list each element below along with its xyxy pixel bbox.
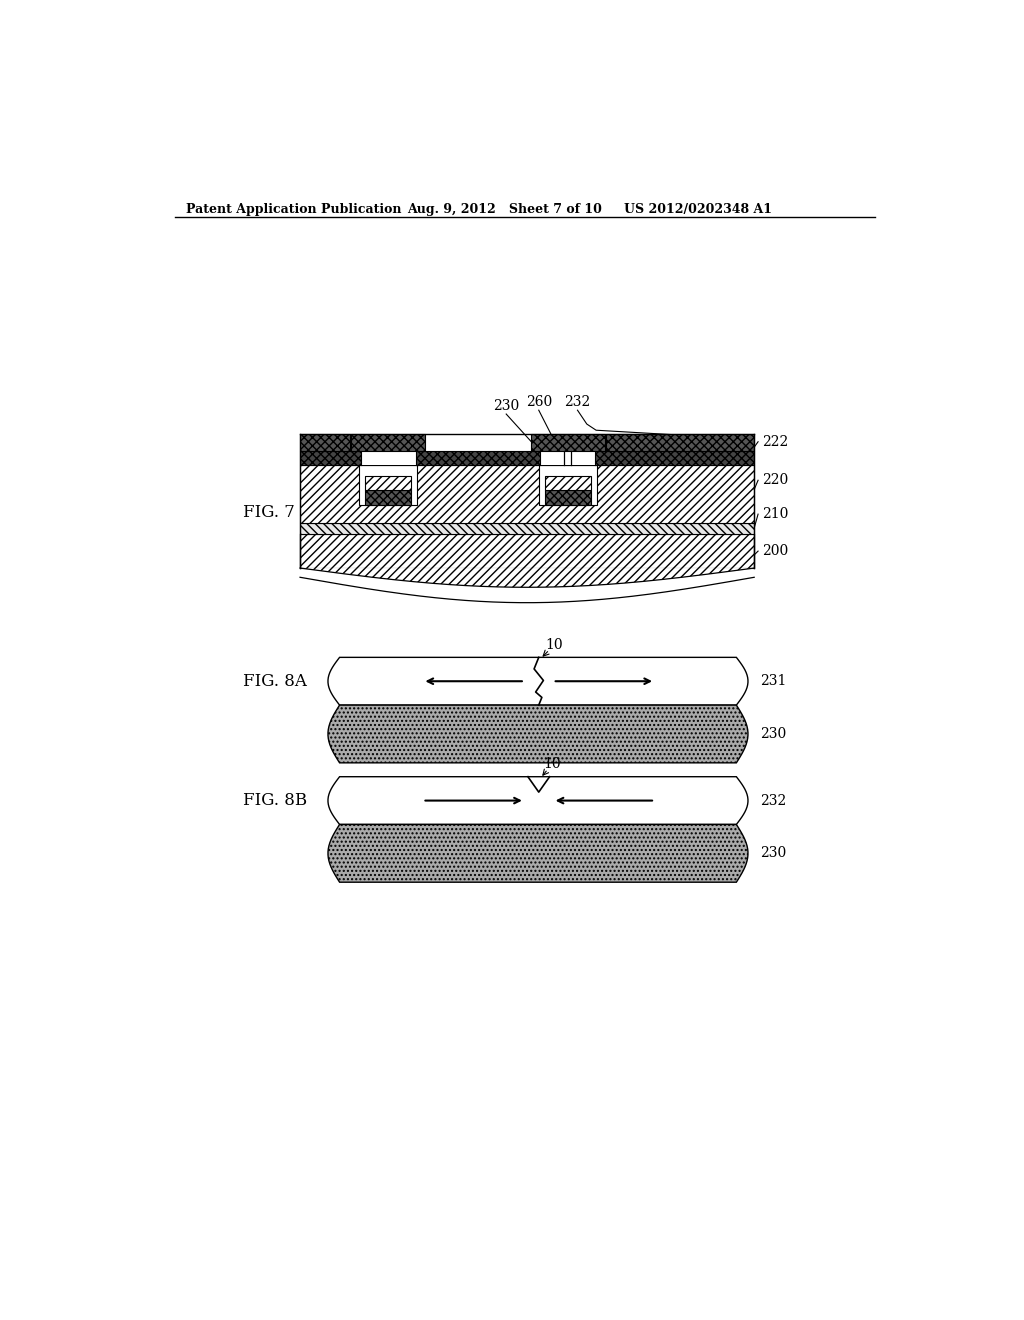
- Text: 232: 232: [564, 395, 591, 409]
- Bar: [531, 434, 604, 451]
- Polygon shape: [328, 705, 748, 763]
- Text: US 2012/0202348 A1: US 2012/0202348 A1: [624, 203, 772, 216]
- Bar: [541, 451, 595, 465]
- Bar: [359, 465, 417, 506]
- Polygon shape: [328, 776, 748, 825]
- Text: 200: 200: [762, 544, 788, 558]
- Polygon shape: [328, 825, 748, 882]
- Bar: [300, 465, 755, 524]
- Text: FIG. 8A: FIG. 8A: [243, 673, 306, 690]
- Bar: [366, 490, 411, 506]
- Text: 231: 231: [760, 675, 786, 688]
- Text: 230: 230: [494, 399, 519, 412]
- Text: 260: 260: [525, 395, 552, 409]
- Text: FIG. 8B: FIG. 8B: [243, 792, 307, 809]
- Bar: [300, 535, 755, 568]
- Text: 230: 230: [760, 846, 785, 861]
- Text: FIG. 7: FIG. 7: [243, 504, 295, 521]
- Bar: [606, 434, 755, 451]
- Bar: [300, 434, 349, 451]
- Text: 220: 220: [762, 474, 788, 487]
- Polygon shape: [328, 657, 748, 705]
- Bar: [545, 475, 591, 490]
- Text: 10: 10: [544, 758, 561, 771]
- Bar: [545, 490, 591, 506]
- Polygon shape: [300, 568, 755, 587]
- Bar: [351, 434, 425, 451]
- Text: Patent Application Publication: Patent Application Publication: [186, 203, 401, 216]
- Text: 232: 232: [760, 793, 785, 808]
- Bar: [360, 451, 416, 465]
- Text: 210: 210: [762, 507, 788, 521]
- Text: 230: 230: [760, 727, 785, 741]
- Text: 222: 222: [762, 434, 788, 449]
- Bar: [366, 475, 411, 490]
- Text: Aug. 9, 2012   Sheet 7 of 10: Aug. 9, 2012 Sheet 7 of 10: [407, 203, 602, 216]
- Bar: [300, 524, 755, 535]
- Text: 10: 10: [545, 638, 562, 652]
- Bar: [300, 451, 755, 465]
- Bar: [539, 465, 597, 506]
